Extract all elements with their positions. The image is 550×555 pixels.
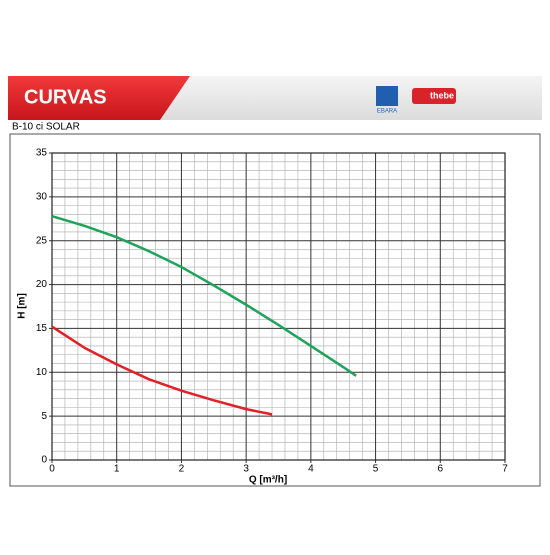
logo-right: thebe [430,90,454,100]
thebe-badge [412,88,456,104]
ebara-icon [376,86,398,106]
x-axis-label: Q [m³/h] [249,475,287,486]
y-axis-label: H [m] [17,293,28,319]
x-tick-label: 1 [114,464,120,475]
y-tick-label: 20 [36,279,48,290]
y-tick-label: 15 [36,323,48,334]
header-title: CURVAS [24,86,107,108]
y-tick-label: 5 [41,411,47,422]
logo-left: EBARA [377,109,397,115]
chart-frame [9,133,541,487]
x-tick-label: 6 [438,464,444,475]
chart-title: B-10 ci SOLAR [12,122,80,133]
plot-border [51,152,506,461]
y-tick-label: 30 [36,191,48,202]
x-tick-label: 5 [373,464,379,475]
y-tick-label: 10 [36,367,48,378]
x-tick-label: 7 [502,464,508,475]
y-tick-label: 25 [36,235,48,246]
curve [51,325,273,416]
x-tick-label: 2 [179,464,185,475]
curve [51,214,357,377]
x-tick-label: 3 [243,464,249,475]
y-tick-label: 35 [36,148,48,159]
y-tick-label: 0 [41,455,47,466]
x-tick-label: 4 [308,464,314,475]
header-red [8,76,190,120]
x-tick-label: 0 [49,464,55,475]
